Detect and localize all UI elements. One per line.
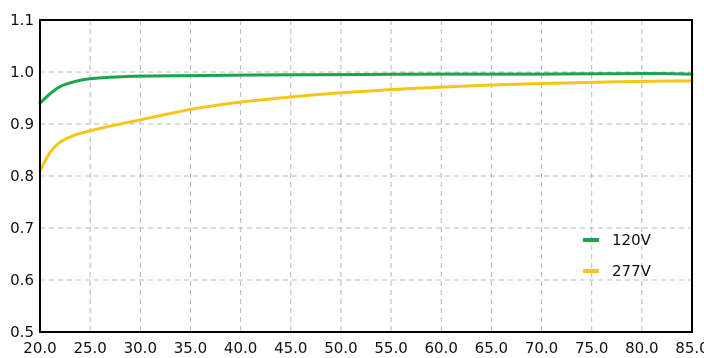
x-tick-label: 40.0 [224,339,257,357]
plot-area-frame [39,19,693,333]
y-tick-label: 0.5 [10,323,34,341]
legend: 120V 277V [583,231,652,280]
y-tick-label: 0.9 [10,115,34,133]
y-tick-label: 1.1 [10,11,34,29]
x-tick-label: 60.0 [425,339,458,357]
x-tick-label: 80.0 [625,339,658,357]
x-tick-label: 75.0 [575,339,608,357]
x-tick-label: 55.0 [374,339,407,357]
legend-label: 120V [612,231,652,249]
x-tick-label: 25.0 [73,339,106,357]
x-tick-label: 85.0 [675,339,704,357]
grid [40,20,692,332]
y-tick-label: 1.0 [10,63,34,81]
series-line-120v [38,72,694,105]
y-axis-ticks: 0.5 0.6 0.7 0.8 0.9 1.0 1.1 [10,11,34,341]
y-tick-label: 0.6 [10,271,34,289]
x-tick-label: 70.0 [525,339,558,357]
legend-label: 277V [612,262,652,280]
y-tick-label: 0.8 [10,167,34,185]
series-group [38,72,694,173]
x-tick-label: 45.0 [274,339,307,357]
legend-item-120v: 120V [583,231,652,249]
x-tick-label: 35.0 [174,339,207,357]
x-tick-label: 30.0 [124,339,157,357]
y-tick-label: 0.7 [10,219,34,237]
x-tick-label: 20.0 [23,339,56,357]
legend-item-277v: 277V [583,262,652,280]
series-line-277v [38,79,694,173]
x-tick-label: 65.0 [475,339,508,357]
x-axis-ticks: 20.0 25.0 30.0 35.0 40.0 45.0 50.0 55.0 60.0 65.0… [23,339,704,357]
x-tick-label: 50.0 [324,339,357,357]
